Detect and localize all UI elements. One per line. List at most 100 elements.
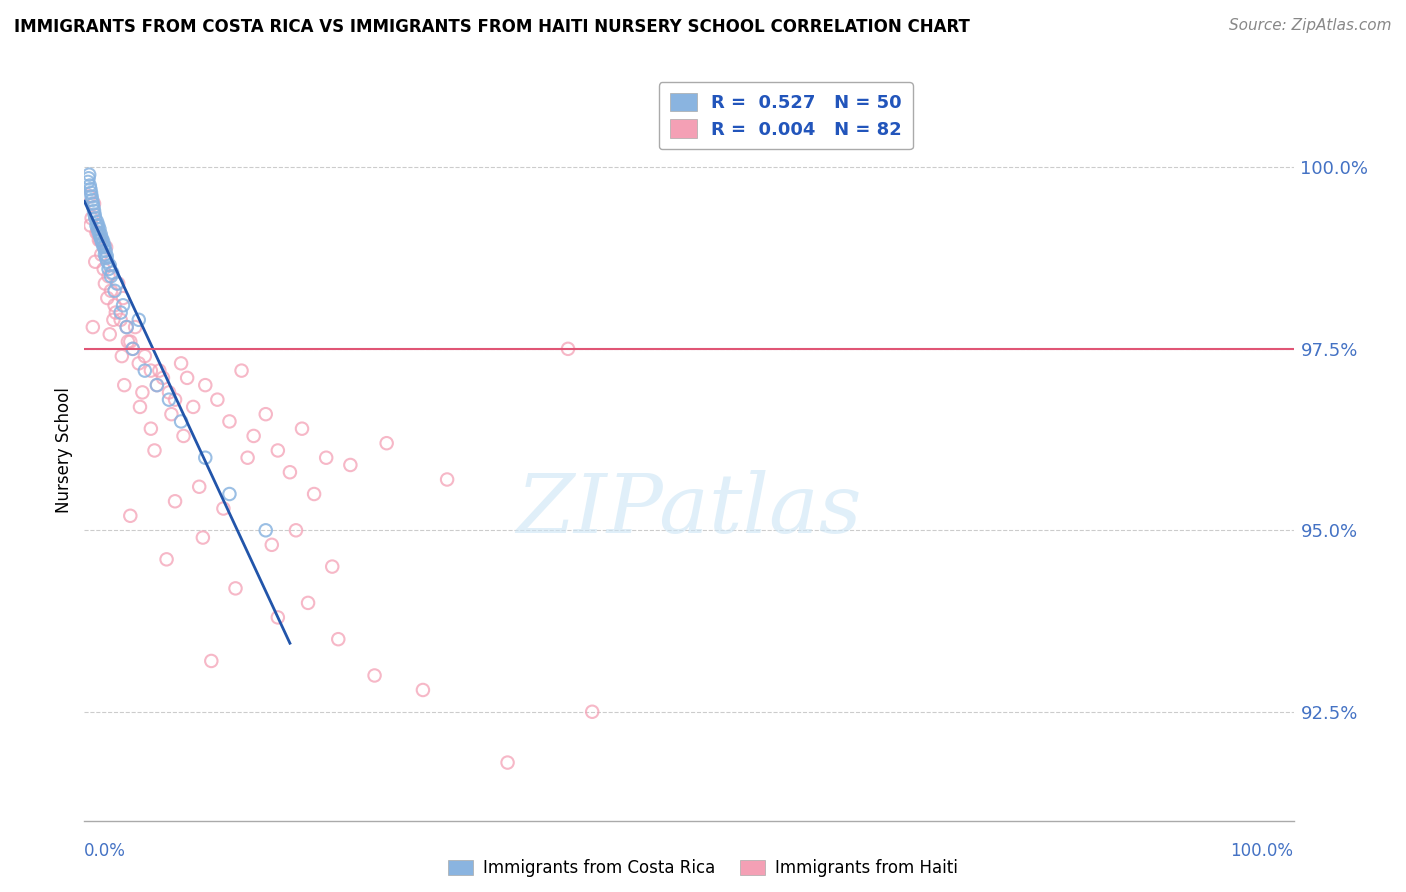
Point [96, 291, 118, 305]
Point [254, 524, 277, 538]
Point [96, 254, 118, 268]
Point [165, 392, 187, 407]
Point [87, 233, 110, 247]
Point [91, 235, 114, 249]
Text: 100.0%: 100.0% [1230, 842, 1294, 861]
Point [242, 429, 264, 443]
Point [86, 226, 108, 240]
Point [315, 450, 337, 465]
Point [218, 487, 240, 501]
Text: IMMIGRANTS FROM COSTA RICA VS IMMIGRANTS FROM HAITI NURSERY SCHOOL CORRELATION C: IMMIGRANTS FROM COSTA RICA VS IMMIGRANTS… [14, 18, 970, 36]
Point [134, 363, 156, 377]
Legend: Immigrants from Costa Rica, Immigrants from Haiti: Immigrants from Costa Rica, Immigrants f… [441, 853, 965, 884]
Point [105, 277, 128, 291]
Point [89, 229, 111, 244]
Point [79, 219, 101, 233]
Point [94, 277, 117, 291]
Point [96, 249, 118, 263]
Point [170, 414, 193, 428]
Point [77, 175, 100, 189]
Point [297, 596, 319, 610]
Point [104, 305, 127, 319]
Point [129, 400, 152, 414]
Point [79, 178, 101, 193]
Point [93, 262, 115, 277]
Point [111, 349, 134, 363]
Point [120, 508, 142, 523]
Point [94, 244, 117, 258]
Point [121, 342, 143, 356]
Point [328, 632, 350, 647]
Point [115, 320, 138, 334]
Point [267, 610, 290, 624]
Point [83, 208, 105, 222]
Point [155, 552, 177, 566]
Point [94, 240, 117, 254]
Point [112, 298, 135, 312]
Point [194, 378, 217, 392]
Point [90, 231, 112, 245]
Point [112, 291, 135, 305]
Point [120, 334, 142, 349]
Point [86, 215, 108, 229]
Point [82, 193, 104, 207]
Point [188, 480, 211, 494]
Text: ZIPatlas: ZIPatlas [516, 470, 862, 549]
Point [90, 233, 112, 247]
Point [191, 531, 214, 545]
Point [291, 422, 314, 436]
Point [321, 559, 343, 574]
Point [557, 342, 579, 356]
Point [170, 356, 193, 370]
Point [152, 371, 174, 385]
Point [143, 443, 166, 458]
Point [496, 756, 519, 770]
Point [91, 236, 114, 251]
Point [90, 247, 112, 261]
Point [83, 196, 105, 211]
Point [128, 356, 150, 370]
Point [254, 407, 277, 421]
Point [94, 251, 117, 265]
Point [339, 458, 361, 472]
Y-axis label: Nursery School: Nursery School [55, 387, 73, 514]
Point [225, 582, 247, 596]
Point [77, 171, 100, 186]
Point [278, 465, 301, 479]
Point [231, 363, 253, 377]
Point [82, 320, 104, 334]
Point [148, 363, 170, 377]
Point [94, 247, 117, 261]
Point [97, 269, 120, 284]
Point [200, 654, 222, 668]
Point [236, 450, 259, 465]
Point [139, 422, 162, 436]
Point [207, 392, 229, 407]
Point [101, 266, 124, 280]
Point [110, 313, 132, 327]
Point [581, 705, 603, 719]
Point [83, 203, 105, 218]
Point [375, 436, 398, 450]
Point [89, 233, 111, 247]
Point [86, 222, 108, 236]
Point [160, 407, 183, 421]
Point [100, 284, 122, 298]
Point [97, 262, 120, 277]
Point [87, 226, 110, 240]
Point [267, 443, 290, 458]
Point [124, 320, 146, 334]
Point [100, 269, 122, 284]
Text: Source: ZipAtlas.com: Source: ZipAtlas.com [1229, 18, 1392, 33]
Legend: R =  0.527   N = 50, R =  0.004   N = 82: R = 0.527 N = 50, R = 0.004 N = 82 [658, 82, 912, 150]
Point [194, 450, 217, 465]
Point [93, 239, 115, 253]
Point [302, 487, 325, 501]
Point [139, 363, 162, 377]
Point [82, 196, 104, 211]
Point [121, 342, 143, 356]
Point [212, 501, 235, 516]
Point [89, 222, 111, 236]
Point [115, 320, 138, 334]
Point [134, 349, 156, 363]
